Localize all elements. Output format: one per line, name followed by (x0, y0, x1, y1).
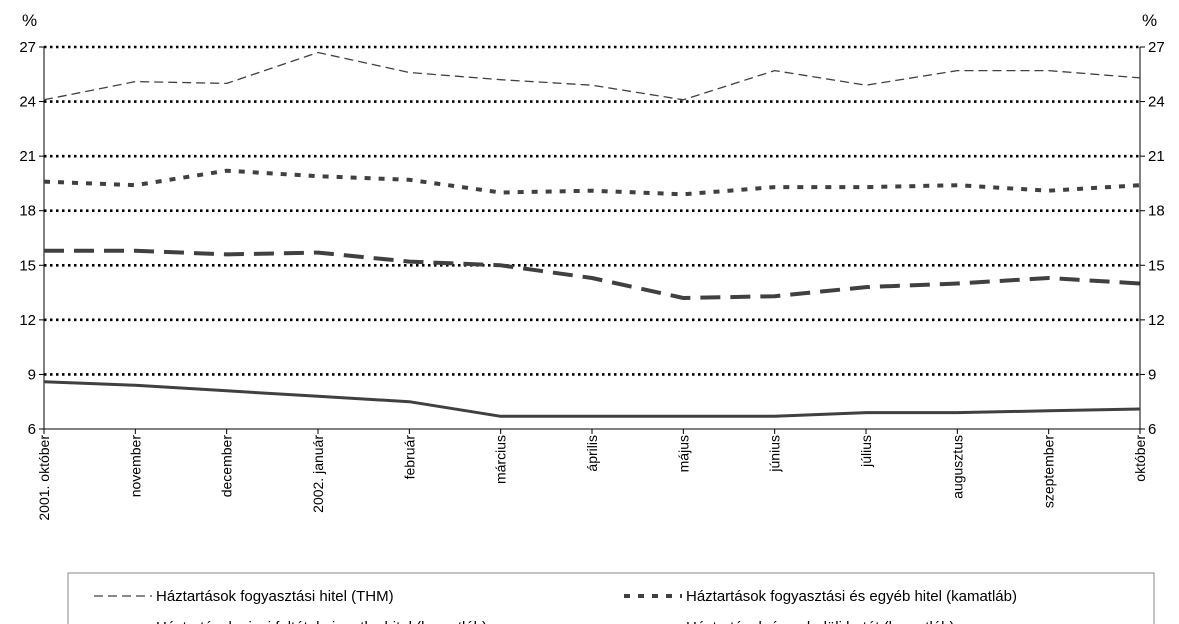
axes (39, 46, 1145, 434)
y-tick-label-right: 24 (1148, 94, 1165, 111)
x-tick-label: december (219, 435, 235, 498)
x-tick-label: 2002. január (310, 435, 326, 513)
series-line-1 (43, 51, 1141, 101)
y-tick-label-right: 15 (1148, 257, 1165, 274)
y-tick-label-left: 27 (19, 39, 36, 56)
legend-label-4: Háztartások éven belüli betét (kamatláb) (686, 619, 954, 624)
x-tick-label: szeptember (1041, 435, 1057, 508)
x-tick-label: június (767, 435, 783, 473)
x-tick-label: 2001. október (36, 435, 52, 521)
x-axis-ticks: 2001. október november december 2002. januá… (36, 435, 1148, 521)
legend-box (67, 572, 1155, 624)
x-tick-label: április (584, 435, 600, 472)
x-tick-label: március (493, 435, 509, 484)
legend-label-1: Háztartások fogyasztási hitel (THM) (156, 588, 394, 605)
x-tick-label: augusztus (949, 435, 965, 499)
series-line-4 (43, 380, 1141, 418)
y-tick-label-right: 18 (1148, 203, 1165, 220)
y-tick-label-left: 18 (19, 203, 36, 220)
y-tick-label-left: 12 (19, 312, 36, 329)
gridlines (44, 45, 1140, 376)
y-tick-label-left: 15 (19, 257, 36, 274)
series-line-3 (44, 248, 1141, 300)
y-tick-label-right: 21 (1148, 148, 1165, 165)
y-tick-label-right: 27 (1148, 39, 1165, 56)
legend-label-2: Háztartások fogyasztási és egyéb hitel (… (686, 588, 1017, 605)
y-tick-label-left: 6 (28, 421, 36, 438)
y-tick-label-right: 6 (1148, 421, 1156, 438)
legend-label-3: Háztartások piaci feltételu ingatlanhite… (156, 619, 487, 624)
y-axis-right-unit: % (1142, 11, 1157, 30)
y-axis-left-ticks: 6 9 12 15 18 21 24 27 (19, 39, 36, 438)
y-axis-left-unit: % (22, 11, 37, 30)
y-tick-label-right: 9 (1148, 366, 1156, 383)
x-tick-label: november (127, 435, 143, 498)
x-tick-label: május (675, 435, 691, 472)
series-lines (43, 51, 1141, 418)
y-tick-label-left: 9 (28, 366, 36, 383)
y-tick-label-right: 12 (1148, 312, 1165, 329)
y-tick-label-left: 21 (19, 148, 36, 165)
y-tick-label-left: 24 (19, 94, 36, 111)
x-tick-label: július (858, 435, 874, 468)
series-line-2 (43, 168, 1141, 197)
x-tick-label: február (401, 435, 417, 480)
y-axis-right-ticks: 6 9 12 15 18 21 24 27 (1148, 39, 1165, 438)
x-tick-label: október (1132, 435, 1148, 482)
legend: Háztartások fogyasztási hitel (THM) Házta… (67, 572, 1155, 624)
